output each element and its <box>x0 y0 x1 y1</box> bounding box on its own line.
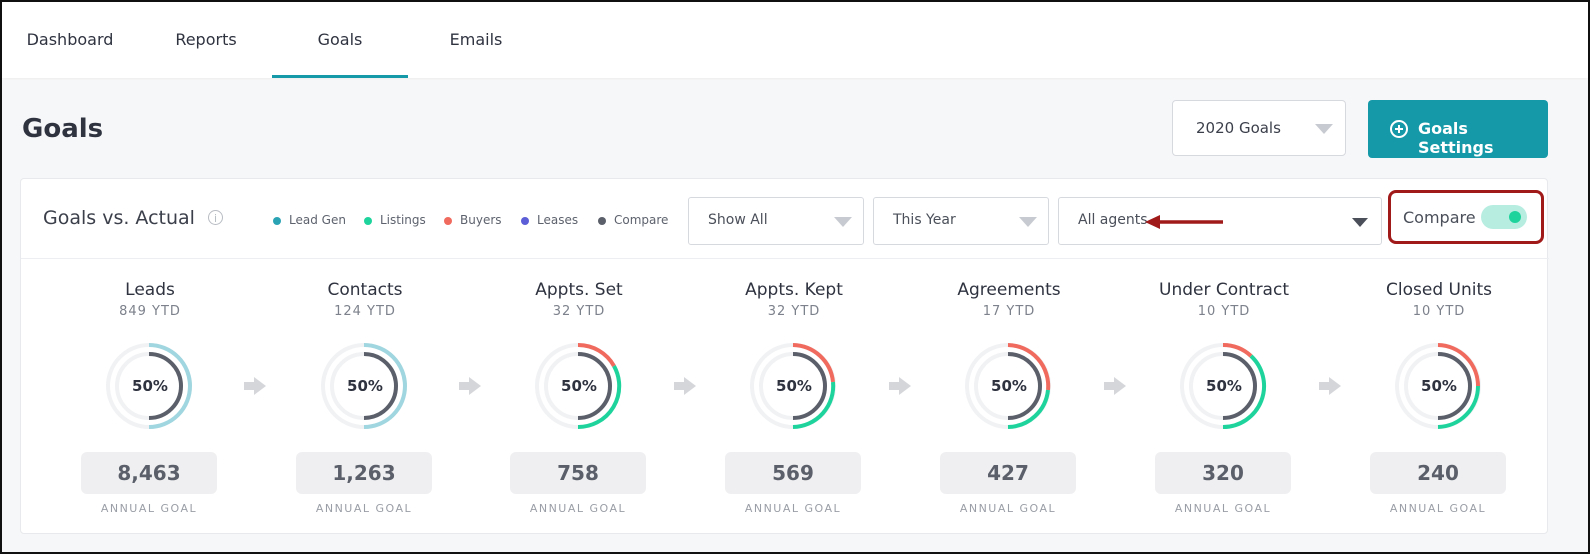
chevron-down-icon <box>1019 217 1037 227</box>
tab-goals[interactable]: Goals <box>272 2 408 78</box>
tab-reports[interactable]: Reports <box>175 30 237 49</box>
toggle-knob <box>1509 211 1521 223</box>
progress-ring <box>1395 343 1481 429</box>
metric-name: Appts. Kept <box>745 280 843 300</box>
legend-dot-listings <box>364 217 372 225</box>
legend-dot-lead-gen <box>273 217 281 225</box>
metric-name: Appts. Set <box>535 280 623 300</box>
info-icon[interactable]: i <box>208 210 223 225</box>
legend-lead-gen: Lead Gen <box>289 213 346 227</box>
legend-leases: Leases <box>537 213 579 227</box>
goals-settings-label: Goals Settings <box>1418 119 1494 157</box>
metric-goal-value: 240 <box>1370 452 1506 494</box>
arrow-right-icon <box>889 377 911 395</box>
annotation-arrow-icon <box>1145 215 1223 229</box>
progress-ring <box>750 343 836 429</box>
legend-dot-leases <box>521 217 529 225</box>
arrow-right-icon <box>674 377 696 395</box>
metric-name: Under Contract <box>1159 280 1289 300</box>
metric-goal-label: ANNUAL GOAL <box>100 502 198 515</box>
legend-dot-compare <box>598 217 606 225</box>
metric-goal-value: 427 <box>940 452 1076 494</box>
goal-year-select[interactable]: 2020 Goals <box>1172 100 1346 156</box>
metric-ytd: 849 YTD <box>119 304 181 319</box>
goal-year-value: 2020 Goals <box>1196 119 1281 137</box>
tab-emails[interactable]: Emails <box>449 30 503 49</box>
agents-filter-value: All agents <box>1078 212 1148 228</box>
metric-percent: 50% <box>776 377 812 395</box>
metric-goal-label: ANNUAL GOAL <box>315 502 413 515</box>
metric-goal-label: ANNUAL GOAL <box>1389 502 1487 515</box>
progress-ring <box>321 343 407 429</box>
top-navigation: Dashboard Reports Goals Emails <box>2 2 1588 78</box>
metric-name: Closed Units <box>1386 280 1492 300</box>
metric-ytd: 17 YTD <box>982 304 1036 319</box>
legend-listings: Listings <box>380 213 426 227</box>
metric-ytd: 10 YTD <box>1197 304 1251 319</box>
metric-name: Contacts <box>327 280 403 300</box>
legend-dot-buyers <box>444 217 452 225</box>
plus-circle-icon <box>1390 120 1408 138</box>
metric-percent: 50% <box>1206 377 1242 395</box>
show-filter-value: Show All <box>708 212 768 228</box>
metric-goal-value: 320 <box>1155 452 1291 494</box>
metric-percent: 50% <box>561 377 597 395</box>
panel-title: Goals vs. Actual <box>43 207 195 229</box>
arrow-right-icon <box>459 377 481 395</box>
metric-goal-value: 569 <box>725 452 861 494</box>
arrow-right-icon <box>244 377 266 395</box>
metric-percent: 50% <box>1421 377 1457 395</box>
arrow-right-icon <box>1319 377 1341 395</box>
metric-goal-value: 758 <box>510 452 646 494</box>
progress-ring <box>965 343 1051 429</box>
page-title: Goals <box>22 114 104 144</box>
arrow-right-icon <box>1104 377 1126 395</box>
legend-buyers: Buyers <box>460 213 502 227</box>
metric-goal-label: ANNUAL GOAL <box>959 502 1057 515</box>
metric-goal-value: 1,263 <box>296 452 432 494</box>
tab-dashboard[interactable]: Dashboard <box>26 30 114 49</box>
goals-settings-button[interactable]: Goals Settings <box>1368 100 1548 158</box>
metric-goal-label: ANNUAL GOAL <box>529 502 627 515</box>
metric-goal-label: ANNUAL GOAL <box>744 502 842 515</box>
metric-ytd: 10 YTD <box>1412 304 1466 319</box>
metric-ytd: 124 YTD <box>334 304 396 319</box>
period-filter-value: This Year <box>893 212 956 228</box>
panel-header: Goals vs. Actual i Lead Gen Listings Buy… <box>21 179 1549 259</box>
metric-goal-value: 8,463 <box>81 452 217 494</box>
metric-name: Leads <box>125 280 175 300</box>
show-filter-select[interactable]: Show All <box>688 197 864 245</box>
period-filter-select[interactable]: This Year <box>873 197 1049 245</box>
progress-ring <box>1180 342 1266 430</box>
metric-goal-label: ANNUAL GOAL <box>1174 502 1272 515</box>
compare-toggle-group: Compare <box>1388 190 1544 244</box>
compare-toggle[interactable] <box>1481 205 1527 229</box>
metric-percent: 50% <box>991 377 1027 395</box>
progress-ring <box>535 342 622 430</box>
chevron-down-icon <box>834 217 852 227</box>
progress-ring <box>106 343 192 429</box>
metric-name: Agreements <box>957 280 1061 300</box>
legend-compare: Compare <box>614 213 669 227</box>
metric-ytd: 32 YTD <box>552 304 606 319</box>
compare-label: Compare <box>1403 208 1476 227</box>
metric-percent: 50% <box>347 377 383 395</box>
metric-percent: 50% <box>132 377 168 395</box>
chevron-down-icon <box>1315 124 1333 134</box>
metric-ytd: 32 YTD <box>767 304 821 319</box>
caret-down-icon <box>1352 218 1368 227</box>
